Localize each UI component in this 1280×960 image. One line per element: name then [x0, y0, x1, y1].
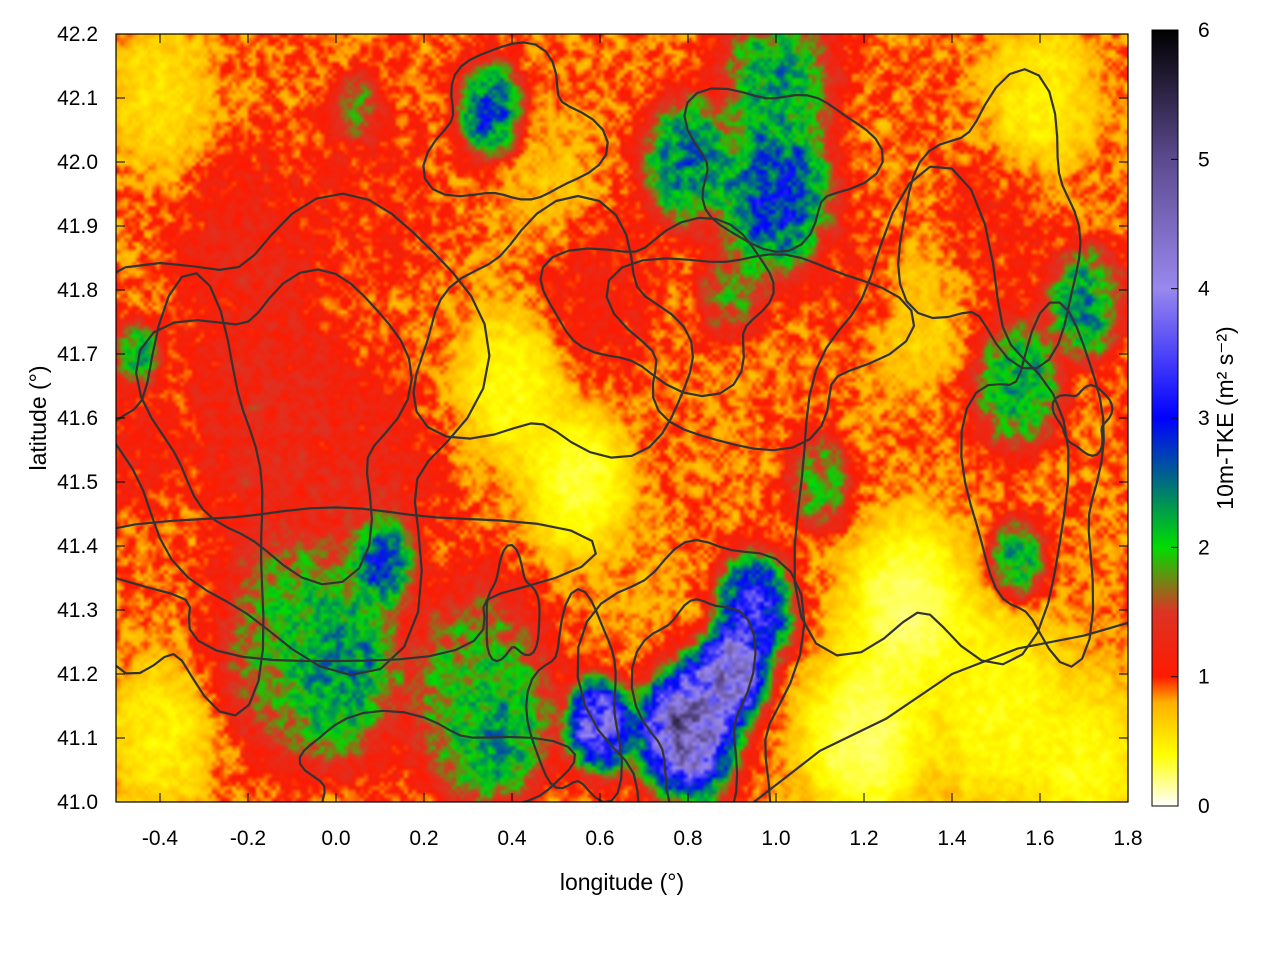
x-tick-label: 1.0 — [761, 827, 790, 850]
y-axis-ticks: 41.0 41.1 41.2 41.3 41.4 41.5 41.6 41.7 41.8 41.9… — [57, 23, 1128, 814]
x-tick-label: 1.6 — [1025, 827, 1054, 850]
x-tick-label: 1.8 — [1113, 827, 1142, 850]
y-tick-label: 41.4 — [57, 535, 98, 558]
x-axis-label: longitude (°) — [560, 869, 684, 895]
contour-line — [525, 588, 623, 802]
contour-line — [576, 539, 806, 802]
terrain-contours — [116, 41, 1128, 802]
y-tick-label: 42.1 — [57, 87, 98, 110]
colorbar-tick-label: 0 — [1198, 795, 1210, 818]
colorbar-tick-label: 2 — [1198, 536, 1210, 559]
contour-line — [116, 272, 265, 717]
contour-line — [116, 506, 597, 663]
contour-line — [135, 268, 413, 586]
y-tick-label: 41.8 — [57, 279, 98, 302]
contour-line — [422, 41, 609, 201]
colorbar-tick-label: 6 — [1198, 19, 1210, 42]
x-tick-label: 0.2 — [409, 827, 438, 850]
y-tick-label: 41.3 — [57, 599, 98, 622]
contour-line — [793, 165, 1070, 666]
contour-line — [960, 301, 1105, 668]
y-tick-label: 41.7 — [57, 343, 98, 366]
y-tick-label: 41.2 — [57, 663, 98, 686]
contour-line — [485, 544, 541, 663]
contour-line — [630, 598, 757, 802]
contour-line — [116, 192, 491, 676]
contour-line — [605, 253, 916, 452]
contour-line — [298, 709, 576, 802]
contour-line — [753, 621, 1128, 802]
colorbar-tick-label: 4 — [1198, 278, 1210, 301]
colorbar-label: 10m-TKE (m² s⁻²) — [1212, 326, 1238, 509]
heatmap-field — [116, 34, 1128, 802]
y-tick-label: 42.0 — [57, 151, 98, 174]
x-tick-label: -0.2 — [230, 827, 266, 850]
colorbar-tick-label: 5 — [1198, 148, 1210, 171]
x-tick-label: 1.2 — [849, 827, 878, 850]
colorbar-tick-label: 3 — [1198, 407, 1210, 430]
contour-line — [412, 194, 694, 459]
heatmap-image — [116, 34, 1128, 802]
y-tick-label: 41.5 — [57, 471, 98, 494]
y-tick-label: 41.6 — [57, 407, 98, 430]
x-tick-label: 0.4 — [497, 827, 527, 850]
contour-line — [683, 87, 884, 253]
colorbar-tick-label: 1 — [1198, 666, 1210, 689]
contour-line — [897, 68, 1082, 370]
y-tick-label: 42.2 — [57, 23, 98, 46]
x-tick-label: 0.0 — [321, 827, 350, 850]
y-tick-label: 41.0 — [57, 791, 98, 814]
y-axis-label: latitude (°) — [25, 365, 51, 470]
x-tick-label: 1.4 — [937, 827, 967, 850]
y-tick-label: 41.9 — [57, 215, 98, 238]
contour-line — [539, 216, 775, 398]
x-tick-label: 0.8 — [673, 827, 702, 850]
colorbar-ticks: 0 1 2 3 4 5 6 — [1171, 19, 1210, 818]
x-tick-label: 0.6 — [585, 827, 614, 850]
x-axis-ticks: -0.4 -0.2 0.0 0.2 0.4 0.6 0.8 1.0 1.2 1.4 1.6 1.8 — [142, 34, 1143, 850]
x-tick-label: -0.4 — [142, 827, 179, 850]
y-tick-label: 41.1 — [57, 727, 98, 750]
contour-line — [1051, 384, 1114, 457]
